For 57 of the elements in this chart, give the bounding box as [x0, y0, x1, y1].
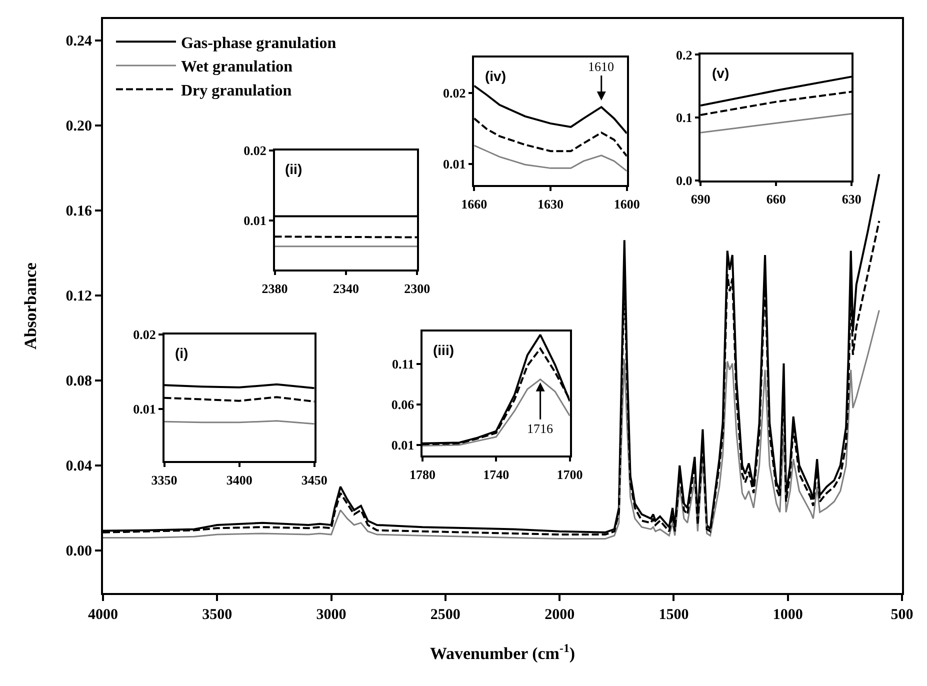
- x-tick-label: 3400: [226, 472, 252, 488]
- y-tick-label: 0.02: [133, 327, 156, 342]
- y-tick-label: 0.01: [133, 402, 156, 417]
- x-tick-label: 1000: [772, 607, 803, 623]
- y-tick-label: 0.02: [244, 143, 266, 158]
- x-tick-label: 1600: [614, 196, 640, 212]
- y-tick-label: 0.24: [66, 34, 92, 50]
- y-tick-label: 0.00: [66, 544, 92, 560]
- y-tick-label: 0.0: [676, 172, 692, 188]
- x-tick-label: 500: [890, 607, 914, 623]
- x-tick-label: 3350: [151, 472, 178, 488]
- y-tick-label: 0.06: [391, 397, 415, 412]
- annotation: (ii): [285, 161, 302, 177]
- y-tick-label: 0.11: [392, 356, 414, 372]
- y-tick-label: 0.01: [244, 213, 266, 228]
- y-tick-label: 0.1: [676, 110, 692, 126]
- x-tick-label: 2340: [332, 280, 359, 296]
- y-tick-label: 0.01: [391, 438, 414, 453]
- x-tick-label: 2000: [544, 607, 575, 623]
- y-tick-label: 0.01: [443, 156, 466, 172]
- line-series: [474, 144, 627, 172]
- y-tick-label: 0.20: [66, 118, 92, 135]
- x-tick-label: 3450: [301, 472, 328, 488]
- y-axis-title: Absorbance: [20, 262, 40, 350]
- y-tick-label: 0.04: [66, 458, 92, 475]
- line-series: [103, 310, 880, 540]
- y-tick-label: 0.2: [676, 47, 692, 62]
- x-tick-label: 690: [690, 192, 710, 207]
- y-tick-label: 0.02: [443, 85, 466, 100]
- x-tick-label: 1740: [483, 466, 510, 482]
- x-tick-label: 1500: [658, 607, 689, 623]
- annotation: (iv): [485, 68, 506, 84]
- y-tick-label: 0.12: [66, 288, 92, 305]
- annotation: 1716: [527, 421, 554, 436]
- x-tick-label: 3000: [316, 607, 346, 623]
- legend-label: Wet granulation: [180, 58, 293, 76]
- x-tick-label: 3500: [202, 607, 232, 623]
- annotation: 1610: [588, 59, 614, 74]
- x-tick-label: 4000: [88, 607, 118, 623]
- line-series: [422, 378, 570, 447]
- x-tick-label: 630: [842, 192, 862, 207]
- x-tick-label: 2300: [404, 280, 430, 296]
- x-tick-label: 1700: [556, 466, 583, 482]
- annotation: (i): [175, 345, 188, 361]
- annotation: (v): [712, 65, 730, 81]
- legend-label: Gas-phase granulation: [180, 34, 336, 52]
- x-tick-label: 2380: [262, 280, 288, 296]
- annotation: (iii): [433, 342, 454, 358]
- x-axis-title: Wavenumber (cm$^{-1}$): [430, 640, 576, 663]
- x-tick-label: 1630: [537, 196, 564, 212]
- x-tick-label: 1780: [409, 466, 436, 482]
- x-tick-label: 1660: [461, 196, 488, 212]
- y-tick-label: 0.16: [66, 204, 92, 220]
- y-tick-label: 0.08: [66, 374, 92, 390]
- legend-label: Dry granulation: [180, 82, 292, 100]
- x-tick-label: 2500: [430, 607, 460, 623]
- x-tick-label: 660: [766, 192, 786, 207]
